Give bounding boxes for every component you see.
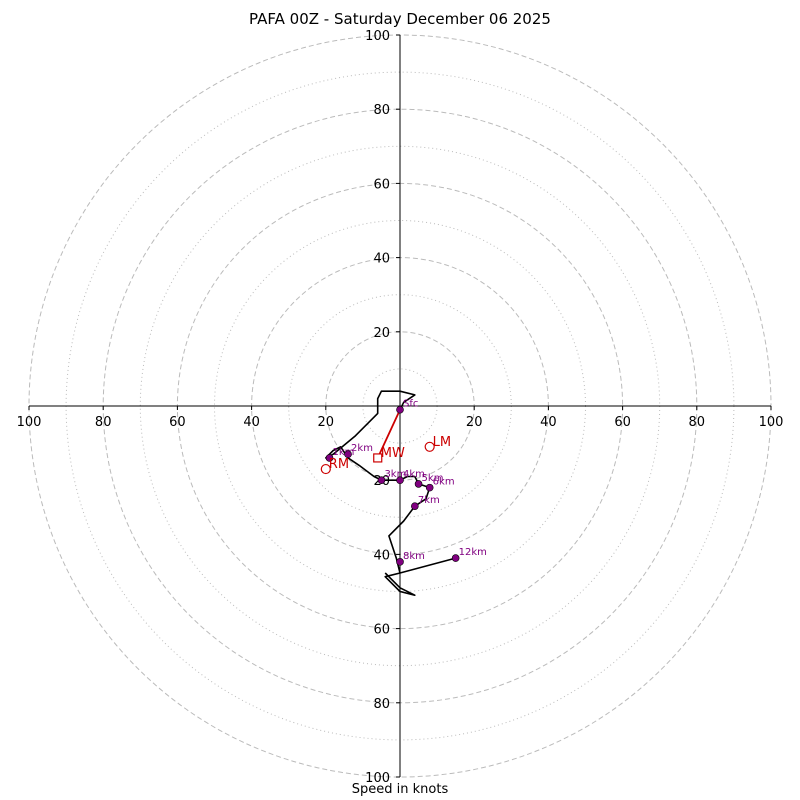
- y-tick-label-top-20: 20: [373, 326, 390, 341]
- hodograph-line: [324, 390, 457, 597]
- height-label-7km: 7km: [418, 495, 440, 506]
- height-label-6km: 6km: [433, 477, 455, 488]
- mean-wind-vector: [376, 409, 401, 459]
- x-tick-label-left-100: 100: [17, 415, 42, 430]
- height-label-3km: 3km: [384, 469, 406, 480]
- y-tick-label-top-80: 80: [373, 103, 390, 118]
- x-tick-label-right-60: 60: [614, 415, 631, 430]
- y-tick-label-bottom-40: 40: [373, 548, 390, 563]
- x-tick-label-right-80: 80: [689, 415, 706, 430]
- height-label-4km: 4km: [403, 469, 425, 480]
- y-tick-label-bottom-80: 80: [373, 697, 390, 712]
- x-axis-label: Speed in knots: [351, 782, 449, 797]
- height-point-12km: [451, 554, 460, 562]
- height-label-sfc: Sfc: [403, 399, 418, 410]
- hodograph-trace-group: [324, 390, 457, 597]
- y-tick-label-top-60: 60: [373, 177, 390, 192]
- x-tick-label-left-80: 80: [95, 415, 112, 430]
- y-tick-label-top-100: 100: [365, 29, 390, 44]
- x-tick-label-left-60: 60: [169, 415, 186, 430]
- height-point-1km: [325, 454, 334, 462]
- height-point-7km: [411, 502, 419, 510]
- height-label-8km: 8km: [403, 551, 425, 562]
- storm-motion-label-lm: LM: [433, 435, 451, 450]
- height-label-5km: 5km: [422, 473, 444, 484]
- height-point-sfc: [396, 405, 404, 414]
- x-tick-label-right-20: 20: [466, 415, 483, 430]
- chart-title: PAFA 00Z - Saturday December 06 2025: [249, 10, 551, 28]
- storm-motion-label-mw: MW: [381, 446, 405, 461]
- storm-motions: MW RM LM: [320, 435, 451, 475]
- storm-motion-marker-rm: [320, 463, 331, 475]
- x-tick-label-right-40: 40: [540, 415, 557, 430]
- height-label-2km: 2km: [351, 443, 373, 454]
- storm-motion-label-rm: RM: [329, 457, 349, 472]
- height-point-5km: [414, 480, 423, 488]
- storm-motion-vectors: [376, 409, 401, 459]
- storm-motion-marker-lm: [424, 441, 435, 452]
- x-tick-label-left-20: 20: [318, 415, 335, 430]
- x-tick-label-left-40: 40: [243, 415, 260, 430]
- y-tick-label-top-40: 40: [373, 252, 390, 267]
- tick-labels: 100 100 100 100 80 80 80 80 60 60 60 60 40 40 40 40 20 20…: [17, 29, 784, 786]
- height-point-6km: [425, 483, 434, 492]
- height-point-3km: [377, 476, 386, 485]
- height-label-1km: 1km: [333, 447, 355, 458]
- height-point-2km: [344, 450, 352, 459]
- height-point-8km: [396, 558, 404, 566]
- storm-motion-marker-mw: [373, 453, 383, 463]
- height-point-4km: [396, 476, 404, 485]
- x-tick-label-right-100: 100: [759, 415, 784, 430]
- y-tick-label-bottom-100: 100: [365, 771, 390, 786]
- height-label-12km: 12km: [459, 547, 487, 558]
- y-tick-label-bottom-60: 60: [373, 623, 390, 638]
